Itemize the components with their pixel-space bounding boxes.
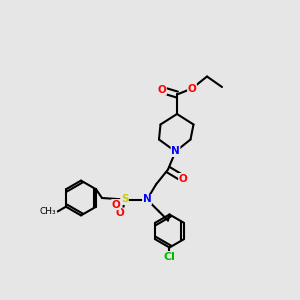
Text: N: N bbox=[142, 194, 152, 205]
Text: O: O bbox=[158, 85, 166, 95]
Text: S: S bbox=[121, 194, 128, 205]
Text: O: O bbox=[116, 208, 124, 218]
Text: CH₃: CH₃ bbox=[40, 207, 56, 216]
Text: Cl: Cl bbox=[164, 252, 175, 262]
Text: O: O bbox=[178, 173, 188, 184]
Text: O: O bbox=[112, 200, 121, 210]
Text: O: O bbox=[188, 83, 196, 94]
Text: N: N bbox=[171, 146, 180, 157]
